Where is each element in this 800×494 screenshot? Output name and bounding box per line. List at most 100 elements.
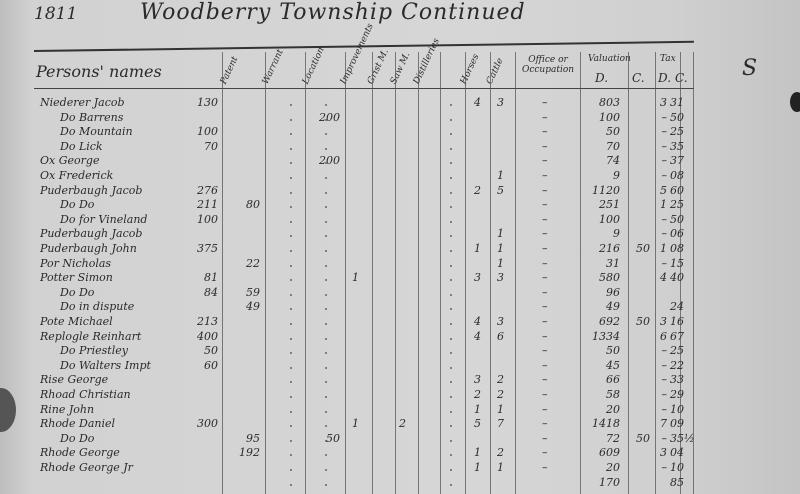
column-divider	[680, 52, 681, 494]
cell-val-c: 50	[636, 431, 650, 445]
cell-office: –	[542, 139, 548, 153]
ruling-dot	[325, 235, 327, 238]
cell-val-d: 50	[606, 125, 620, 139]
ruling-dot	[290, 177, 292, 179]
ruling-dot	[290, 381, 292, 384]
cell-name: Do for Vineland	[60, 212, 148, 226]
cell-val-d: 50	[606, 344, 620, 358]
cell-val-d: 49	[606, 300, 620, 314]
cell-tax-d: 5	[660, 183, 667, 197]
cell-tax-d: –	[661, 125, 668, 139]
ruling-dot	[290, 279, 292, 282]
cell-warrant: 22	[246, 256, 260, 270]
margin-mark: S	[742, 56, 758, 81]
cell-cattle: 1	[497, 227, 504, 241]
cell-name: Puderbaugh John	[40, 242, 137, 255]
cell-name: Rhode Daniel	[40, 417, 116, 431]
cell-name: Pote Michael	[40, 315, 113, 328]
cell-office: –	[542, 358, 548, 372]
ruling-dot	[325, 366, 327, 369]
cell-tax-c: 37	[670, 154, 684, 168]
column-header-valuation-c: C.	[632, 71, 645, 85]
cell-name: Rhode George	[40, 446, 120, 460]
cell-tax-c: 08	[670, 169, 684, 182]
cell-patent: 300	[197, 417, 218, 431]
ruling-dot	[290, 308, 292, 311]
ruling-dot	[450, 337, 452, 340]
cell-name: Do in dispute	[60, 300, 135, 314]
cell-cattle: 5	[497, 183, 504, 197]
cell-patent: 276	[197, 183, 218, 197]
cell-val-d: 692	[599, 315, 620, 328]
ruling-dot	[450, 396, 452, 398]
cell-office: –	[542, 125, 548, 139]
cell-tax-c: 08	[670, 242, 684, 255]
cell-improvements: 50	[326, 431, 340, 445]
ruling-dot	[450, 454, 452, 457]
cell-tax-d: 3	[660, 315, 667, 328]
ruling-dot	[325, 410, 327, 413]
cell-val-d: 20	[606, 461, 620, 474]
cell-name: Potter Simon	[40, 271, 113, 285]
cell-cattle: 2	[497, 373, 504, 387]
ruling-dot	[450, 162, 452, 165]
cell-saw: 2	[399, 417, 406, 431]
cell-horses: 4	[474, 315, 481, 328]
ruling-dot	[325, 396, 327, 398]
cell-name: Do Do	[60, 198, 95, 212]
cell-cattle: 1	[497, 169, 504, 182]
cell-patent: 400	[197, 329, 218, 343]
cell-tax-c: 35½	[670, 431, 695, 445]
ruling-dot	[290, 104, 292, 106]
header-rule	[34, 88, 694, 89]
ruling-dot	[325, 118, 327, 121]
cell-patent: 213	[197, 315, 218, 328]
ruling-dot	[325, 279, 327, 282]
cell-horses: 1	[474, 242, 481, 255]
cell-horses: 3	[474, 271, 481, 285]
cell-val-d: 66	[606, 373, 620, 387]
cell-tax-d: –	[661, 402, 668, 416]
ruling-dot	[325, 177, 327, 179]
cell-name: Rise George	[40, 373, 109, 387]
cell-office: –	[542, 169, 548, 182]
ruling-dot	[325, 483, 327, 486]
ruling-dot	[325, 308, 327, 311]
ruling-dot	[450, 381, 452, 384]
ruling-dot	[450, 410, 452, 413]
cell-warrant: 192	[239, 446, 260, 460]
cell-tax-d: –	[661, 227, 668, 241]
cell-warrant: 95	[246, 431, 260, 445]
cell-patent: 81	[204, 271, 218, 285]
cell-val-c: 50	[636, 315, 650, 328]
cell-horses: 4	[474, 329, 481, 343]
cell-val-d: 96	[606, 285, 620, 299]
ruling-dot	[450, 264, 452, 267]
ruling-dot	[290, 469, 292, 471]
column-divider	[580, 52, 581, 494]
ruling-dot	[325, 439, 327, 442]
ruling-dot	[450, 483, 452, 486]
cell-tax-c: 22	[670, 358, 684, 372]
year: 1811	[34, 4, 78, 24]
cell-tax-d: 1	[660, 198, 667, 212]
ruling-dot	[450, 118, 452, 121]
cell-cattle: 2	[497, 446, 504, 460]
cell-name: Do Priestley	[60, 344, 128, 358]
column-divider	[222, 52, 223, 494]
cell-cattle: 1	[497, 256, 504, 270]
cell-val-d: 1120	[592, 183, 620, 197]
ink-blot	[790, 92, 800, 112]
cell-tax-c: 60	[670, 183, 684, 197]
cell-horses: 2	[474, 388, 481, 401]
ruling-dot	[325, 293, 327, 296]
cell-office: –	[542, 373, 548, 387]
cell-name: Puderbaugh Jacob	[40, 227, 143, 241]
cell-tax-c: 50	[670, 110, 684, 124]
ruling-dot	[290, 293, 292, 296]
cell-patent: 100	[197, 125, 218, 139]
cell-horses: 5	[474, 417, 481, 431]
ruling-dot	[325, 191, 327, 194]
ruling-dot	[325, 337, 327, 340]
ruling-dot	[450, 191, 452, 194]
